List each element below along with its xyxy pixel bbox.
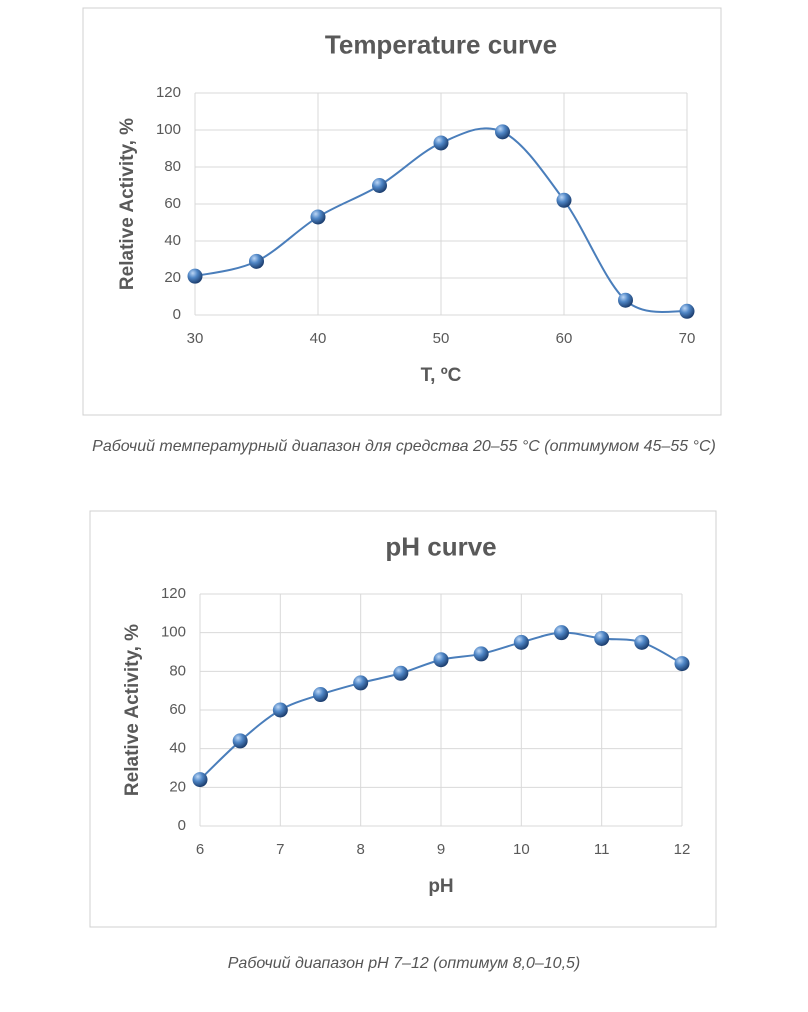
- data-point: [554, 625, 569, 641]
- data-point: [513, 634, 529, 650]
- caption: Рабочий диапазон pH 7–12 (оптимум 8,0–10…: [228, 955, 581, 972]
- data-point: [393, 665, 409, 681]
- y-axis-label: Relative Activity, %: [122, 624, 143, 796]
- data-point: [372, 178, 387, 193]
- data-point: [679, 303, 695, 319]
- data-point: [674, 656, 690, 672]
- data-point: [232, 733, 248, 749]
- data-point: [495, 124, 510, 140]
- y-tick-label: 80: [169, 662, 186, 679]
- y-tick-label: 0: [178, 817, 186, 834]
- data-point: [433, 652, 449, 668]
- x-axis-label: T, ºC: [421, 365, 462, 386]
- chart-title: pH curve: [385, 531, 496, 561]
- data-point: [249, 253, 264, 269]
- y-tick-label: 0: [173, 306, 181, 323]
- data-point: [313, 687, 328, 703]
- y-tick-label: 80: [164, 158, 181, 175]
- x-tick-label: 30: [187, 330, 204, 347]
- y-tick-label: 20: [169, 778, 186, 795]
- x-tick-label: 60: [556, 330, 573, 347]
- data-point: [594, 630, 610, 646]
- x-tick-label: 7: [276, 841, 284, 858]
- data-point: [353, 675, 369, 691]
- data-point: [433, 135, 449, 151]
- y-tick-label: 40: [164, 232, 181, 249]
- chart-frame: [82, 7, 722, 416]
- x-tick-label: 50: [433, 330, 450, 347]
- data-point: [473, 646, 489, 662]
- data-point: [634, 634, 650, 650]
- x-tick-label: 12: [674, 841, 691, 858]
- x-tick-label: 9: [437, 841, 445, 858]
- x-tick-label: 8: [356, 841, 364, 858]
- y-tick-label: 60: [169, 701, 186, 718]
- data-point: [187, 268, 203, 284]
- data-point: [272, 702, 288, 718]
- y-tick-label: 40: [169, 740, 186, 757]
- data-point: [618, 292, 633, 308]
- data-point: [192, 772, 208, 788]
- y-tick-label: 120: [161, 585, 186, 602]
- x-axis-label: pH: [428, 876, 453, 897]
- x-tick-label: 10: [513, 841, 530, 858]
- x-tick-label: 6: [196, 841, 204, 858]
- data-point: [310, 209, 326, 225]
- x-tick-label: 40: [310, 330, 327, 347]
- y-axis-label: Relative Activity, %: [117, 118, 138, 290]
- caption: Рабочий температурный диапазон для средс…: [92, 438, 716, 455]
- y-tick-label: 100: [156, 121, 181, 138]
- y-tick-label: 120: [156, 84, 181, 101]
- x-tick-label: 70: [679, 330, 696, 347]
- y-tick-label: 100: [161, 624, 186, 641]
- chart-frame: [89, 510, 717, 928]
- chart-title: Temperature curve: [325, 29, 557, 59]
- data-point: [556, 192, 572, 208]
- y-tick-label: 20: [164, 269, 181, 286]
- x-tick-label: 11: [594, 841, 610, 858]
- y-tick-label: 60: [164, 195, 181, 212]
